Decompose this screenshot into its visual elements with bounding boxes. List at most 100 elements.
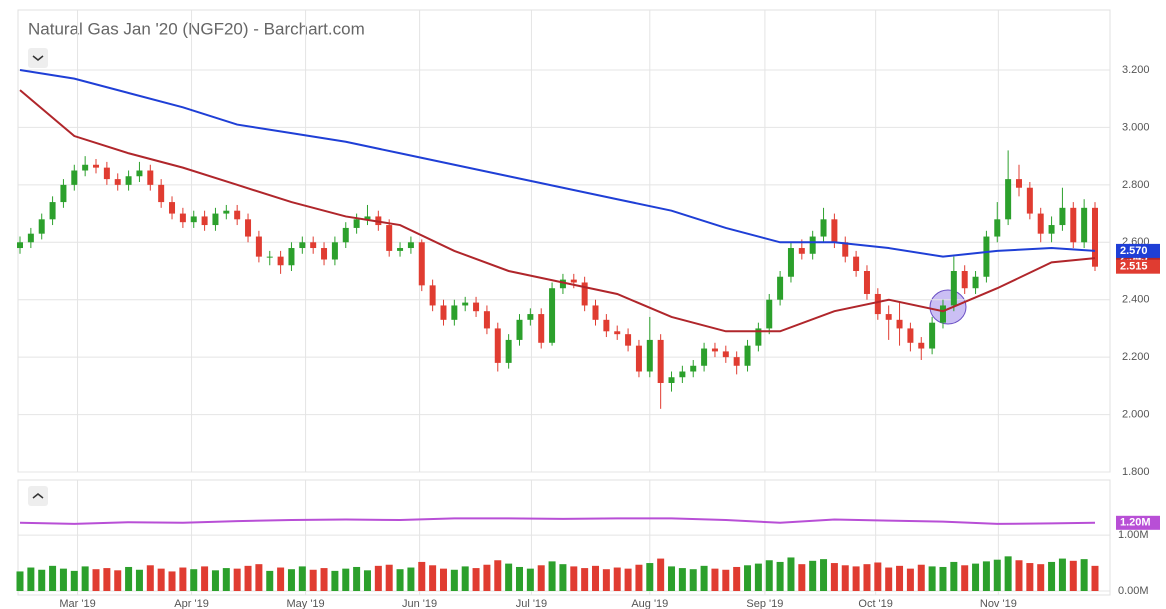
volume-bar (581, 568, 589, 591)
candle-body (668, 377, 675, 383)
candle-body (114, 179, 121, 185)
volume-bar (309, 569, 317, 591)
candle-body (483, 311, 490, 329)
volume-bar (874, 562, 882, 591)
candle-body (1005, 179, 1012, 220)
candle-body (549, 288, 556, 343)
candle-body (516, 319, 523, 340)
volume-bar (1015, 560, 1023, 591)
candle-body (1092, 207, 1098, 267)
candle-body (907, 328, 914, 343)
x-tick-label: Sep '19 (746, 598, 783, 609)
candle-body (722, 351, 729, 358)
expand-button[interactable] (28, 486, 48, 506)
volume-bar (114, 570, 122, 591)
candle-body (1026, 187, 1033, 214)
volume-bar (266, 570, 274, 591)
last-value-label-box (1116, 243, 1160, 258)
candle-body (592, 305, 599, 320)
candle-body (212, 213, 219, 226)
volume-bar (505, 563, 513, 591)
candle-body (440, 305, 447, 320)
candle-body (994, 219, 1001, 237)
candle-body (929, 322, 936, 349)
volume-bar (49, 565, 57, 591)
candle-body (17, 242, 23, 249)
y-tick-label: 2.200 (1122, 351, 1150, 363)
volume-bar (537, 565, 545, 591)
volume-bar (298, 566, 306, 591)
volume-bar (1091, 565, 1099, 591)
candle-body (1048, 225, 1055, 234)
collapse-button[interactable] (28, 48, 48, 68)
volume-bar (331, 570, 339, 591)
y-tick-label: 2.800 (1122, 179, 1150, 191)
candle-body (353, 219, 360, 228)
volume-bar (363, 570, 371, 591)
candle-body (169, 202, 176, 214)
volume-bar (711, 568, 719, 591)
y-tick-label: 2.000 (1122, 408, 1150, 420)
candle-body (71, 170, 78, 185)
candle-body (863, 271, 870, 294)
volume-bar (809, 560, 817, 591)
volume-bar (733, 566, 741, 591)
candle-body (462, 302, 469, 306)
volume-bar (820, 559, 828, 591)
volume-bar (483, 564, 491, 591)
y-tick-label: 1.800 (1122, 466, 1150, 478)
volume-bar (950, 561, 958, 591)
candle-body (473, 302, 480, 312)
candle-body (505, 339, 512, 363)
candle-body (60, 184, 67, 203)
volume-bar (472, 568, 480, 591)
candle-body (1070, 207, 1077, 243)
candle-body (386, 225, 393, 251)
candle-body (831, 219, 838, 243)
volume-bar (678, 568, 686, 591)
volume-bar (613, 567, 621, 591)
volume-bar (689, 569, 697, 591)
candle-body (429, 285, 436, 306)
volume-bar (635, 564, 643, 591)
candle-body (657, 339, 664, 383)
candle-body (787, 248, 794, 277)
candle-body (201, 216, 208, 226)
volume-bar (993, 559, 1001, 591)
volume-bar (81, 566, 89, 591)
volume-tick-label: 1.00M (1118, 529, 1149, 541)
volume-bar (548, 561, 556, 591)
volume-bar (16, 571, 24, 591)
candle-body (853, 256, 860, 271)
volume-bar (494, 560, 502, 591)
volume-bar (418, 561, 426, 591)
volume-bar (841, 565, 849, 591)
candle-body (1081, 207, 1088, 243)
candle-body (147, 170, 154, 185)
chart-title: Natural Gas Jan '20 (NGF20) - Barchart.c… (28, 19, 365, 38)
volume-bar (374, 565, 382, 591)
volume-bar (135, 569, 143, 591)
candle-body (27, 233, 34, 243)
volume-bar (320, 568, 328, 591)
candle-body (451, 305, 458, 320)
volume-bar (700, 565, 708, 591)
volume-bar (559, 564, 567, 591)
volume-bar (754, 563, 762, 591)
volume-bar (515, 566, 523, 591)
candle-body (701, 348, 708, 366)
candle-body (939, 305, 946, 323)
candle-body (407, 242, 414, 249)
x-tick-label: Aug '19 (631, 598, 668, 609)
volume-bar (450, 569, 458, 591)
candle-body (397, 248, 404, 251)
candle-body (103, 167, 110, 180)
candle-body (679, 371, 686, 378)
volume-bar (211, 570, 219, 591)
candle-body (364, 216, 371, 220)
volume-bar (722, 569, 730, 591)
volume-bar (146, 565, 154, 591)
candle-body (310, 242, 317, 249)
candle-body (38, 219, 45, 234)
candle-body (711, 348, 718, 352)
